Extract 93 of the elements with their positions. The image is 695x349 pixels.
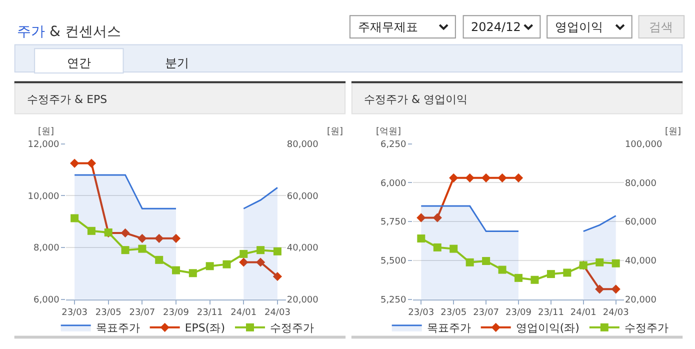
y-axis-title: [원] (38, 127, 54, 137)
x-tick-label: 23/03 (62, 308, 88, 318)
point (172, 266, 180, 274)
point (612, 259, 620, 268)
y2-axis-title: [원] (327, 127, 344, 137)
legend-label: EPS(좌) (184, 322, 225, 335)
point (546, 270, 555, 278)
point (188, 269, 197, 278)
y2-tick-label: 80,000 (624, 178, 657, 189)
legend-label: 영업이익(좌) (516, 322, 580, 335)
point (433, 243, 442, 252)
point (417, 234, 426, 242)
point (416, 213, 426, 222)
x-tick-label: 23/05 (440, 308, 467, 318)
x-tick-label: 24/01 (570, 308, 596, 318)
point (482, 257, 490, 266)
y-tick-label: 6,000 (380, 178, 407, 189)
y-tick-label: 5,750 (380, 218, 407, 228)
x-tick-label: 23/11 (538, 308, 564, 318)
text: 주가 & 컨센서스 (17, 24, 121, 40)
point (239, 258, 248, 267)
x-tick-label: 24/03 (602, 308, 629, 318)
point (70, 158, 80, 168)
y-tick-label: 5,500 (380, 256, 407, 267)
point (595, 284, 604, 294)
y-tick-label: 8,000 (34, 244, 60, 254)
text: 연간 (67, 56, 91, 70)
x-tick-label: 23/05 (95, 308, 122, 318)
y2-tick-label: 100,000 (624, 140, 662, 150)
legend-label: 수정주가 (624, 322, 668, 335)
point (138, 234, 147, 243)
y-tick-label: 6,250 (380, 140, 407, 150)
chart-title: 수정주가 & 영업이익 (364, 93, 468, 106)
point (611, 284, 620, 294)
point (466, 258, 474, 266)
point (514, 274, 523, 282)
text: 분기 (165, 56, 189, 70)
legend-label: 수정주가 (270, 322, 314, 335)
point (87, 226, 96, 235)
y2-tick-label: 60,000 (624, 218, 657, 228)
y-axis-title: [억원] (376, 127, 402, 137)
y2-tick-label: 40,000 (286, 244, 319, 254)
x-tick-label: 23/09 (506, 308, 532, 318)
x-tick-label: 24/03 (264, 308, 290, 318)
point (449, 173, 458, 182)
point (240, 250, 248, 258)
point (498, 173, 507, 182)
chart-title: 수정주가 & EPS (27, 93, 108, 106)
point (514, 173, 524, 182)
legend-label: 목표주가 (96, 322, 140, 335)
point (273, 247, 282, 256)
y-tick-label: 10,000 (28, 192, 60, 202)
point (138, 244, 146, 253)
y-tick-label: 5,250 (380, 295, 407, 306)
point (86, 158, 96, 168)
x-tick-label: 23/07 (473, 308, 500, 318)
text: 주재무제표 (358, 20, 418, 34)
point (256, 258, 266, 267)
x-tick-label: 24/01 (230, 308, 257, 318)
point (272, 272, 282, 282)
y2-tick-label: 20,000 (286, 295, 319, 306)
point (596, 258, 604, 266)
point (222, 260, 231, 268)
y2-tick-label: 60,000 (286, 192, 319, 202)
text: 영업이익 (555, 20, 603, 34)
legend-label: 목표주가 (426, 322, 471, 335)
x-tick-label: 23/03 (408, 308, 434, 318)
x-tick-label: 23/09 (163, 308, 190, 318)
point (155, 256, 164, 264)
point (171, 234, 181, 243)
y2-tick-label: 20,000 (624, 295, 657, 306)
point (450, 244, 458, 253)
point (121, 246, 130, 254)
y2-tick-label: 80,000 (286, 140, 319, 150)
y-tick-label: 6,000 (34, 295, 60, 306)
y2-axis-title: [원] (665, 127, 682, 137)
point (482, 173, 491, 182)
point (206, 262, 214, 270)
point (530, 276, 539, 284)
y-tick-label: 12,000 (28, 140, 60, 150)
point (70, 214, 79, 222)
x-tick-label: 23/11 (196, 308, 223, 318)
point (256, 246, 265, 254)
text: 검색 (649, 20, 673, 34)
point (563, 268, 572, 277)
y2-tick-label: 40,000 (624, 256, 657, 267)
point (120, 228, 130, 238)
point (498, 266, 506, 274)
point (432, 213, 442, 222)
point (465, 173, 474, 182)
point (154, 234, 164, 243)
x-tick-label: 23/07 (129, 308, 156, 318)
text: 2024/12 (471, 20, 521, 34)
